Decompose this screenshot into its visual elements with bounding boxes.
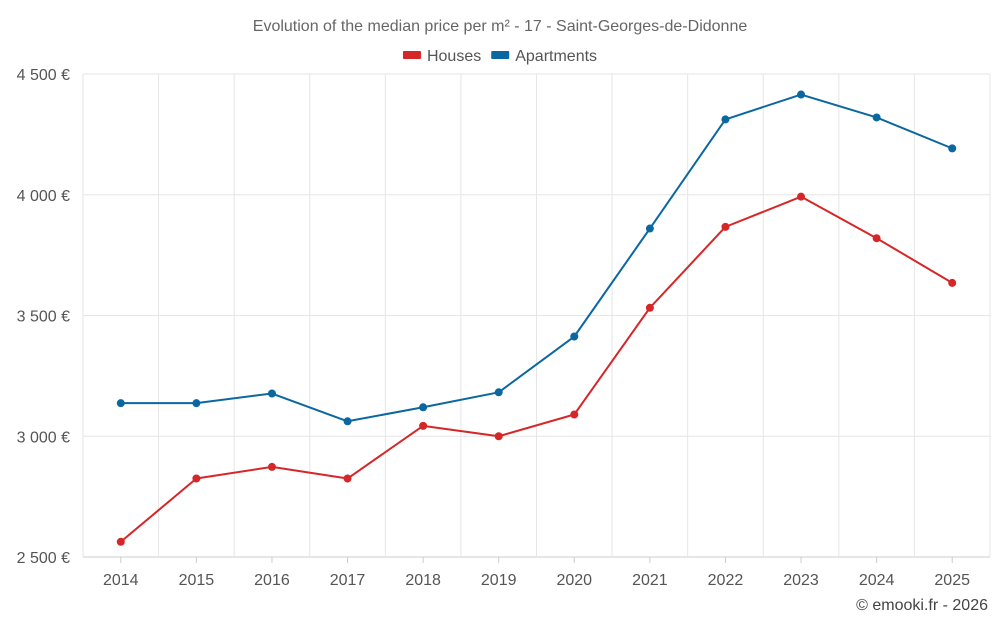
data-point-apartments[interactable]: [343, 417, 352, 426]
legend-swatch: [491, 51, 510, 59]
x-tick-label: 2016: [254, 572, 290, 589]
legend-label: Houses: [427, 48, 481, 65]
legend: Houses Apartments: [402, 48, 597, 65]
series-layer: [116, 90, 957, 546]
data-point-apartments[interactable]: [116, 399, 125, 408]
y-tick-label: 4 500 €: [17, 67, 70, 84]
series-line-apartments: [120, 93, 953, 423]
data-point-houses[interactable]: [343, 474, 352, 483]
data-point-houses[interactable]: [872, 234, 881, 243]
y-axis: 2 500 € 3 000 € 3 500 € 4 000 € 4 500 €: [17, 67, 70, 567]
chart-title: Evolution of the median price per m² - 1…: [253, 18, 748, 35]
x-tick-label: 2021: [632, 572, 668, 589]
series-houses: [116, 192, 957, 546]
data-point-apartments[interactable]: [948, 144, 957, 153]
x-tick-label: 2018: [405, 572, 441, 589]
data-point-houses[interactable]: [645, 303, 654, 312]
data-point-houses[interactable]: [494, 432, 503, 441]
data-point-apartments[interactable]: [645, 224, 654, 233]
data-point-houses[interactable]: [267, 462, 276, 471]
legend-item-houses[interactable]: Houses: [402, 48, 481, 65]
data-point-houses[interactable]: [419, 421, 428, 430]
data-point-houses[interactable]: [192, 474, 201, 483]
legend-item-apartments[interactable]: Apartments: [491, 48, 597, 65]
y-tick-label: 4 000 €: [17, 188, 70, 205]
series-line-houses: [120, 195, 953, 543]
data-point-houses[interactable]: [570, 410, 579, 419]
y-tick-label: 3 000 €: [17, 429, 70, 446]
x-tick-label: 2020: [556, 572, 592, 589]
data-point-houses[interactable]: [721, 222, 730, 231]
x-axis: 2014 2015 2016 2017 2018 2019 2020 2021 2022 2023…: [103, 557, 970, 589]
data-point-apartments[interactable]: [494, 388, 503, 397]
x-tick-label: 2017: [330, 572, 366, 589]
data-point-apartments[interactable]: [267, 389, 276, 398]
x-tick-label: 2025: [934, 572, 970, 589]
data-point-apartments[interactable]: [419, 403, 428, 412]
grid-lines: [82, 73, 991, 558]
credit-text: © emooki.fr - 2026: [856, 597, 988, 614]
data-point-apartments[interactable]: [797, 90, 806, 99]
legend-swatch: [402, 51, 421, 59]
legend-label: Apartments: [515, 48, 597, 65]
data-point-houses[interactable]: [797, 192, 806, 201]
data-point-apartments[interactable]: [721, 115, 730, 124]
data-point-apartments[interactable]: [872, 113, 881, 122]
x-tick-label: 2019: [481, 572, 517, 589]
x-tick-label: 2024: [859, 572, 895, 589]
x-tick-label: 2014: [103, 572, 139, 589]
x-tick-label: 2022: [708, 572, 744, 589]
x-tick-label: 2023: [783, 572, 819, 589]
data-point-houses[interactable]: [116, 537, 125, 546]
x-tick-label: 2015: [179, 572, 215, 589]
y-tick-label: 3 500 €: [17, 309, 70, 326]
data-point-apartments[interactable]: [192, 399, 201, 408]
y-tick-label: 2 500 €: [17, 550, 70, 567]
data-point-houses[interactable]: [948, 278, 957, 287]
series-apartments: [116, 90, 957, 426]
data-point-apartments[interactable]: [570, 332, 579, 341]
